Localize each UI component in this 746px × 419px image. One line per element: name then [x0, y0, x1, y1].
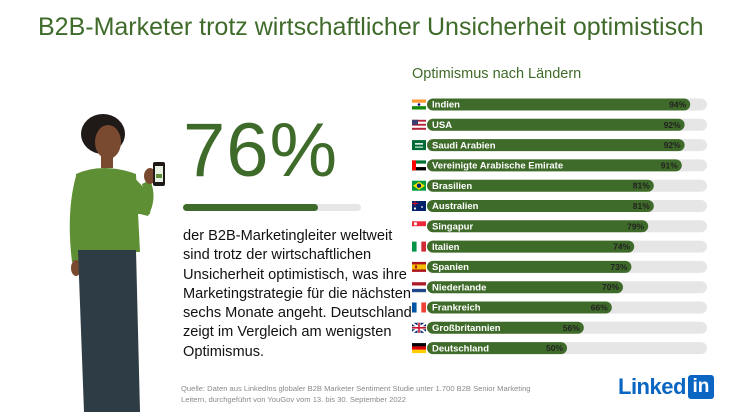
highlight-value: 76% [183, 108, 339, 193]
bar [427, 220, 649, 233]
netherlands-flag-icon [412, 282, 426, 293]
australia-flag-icon [412, 201, 426, 211]
bar [427, 200, 654, 212]
bar [427, 301, 612, 314]
bar-category-label: Frankreich [432, 303, 481, 314]
bar-category-label: Niederlande [432, 282, 486, 293]
bar-value-label: 92% [664, 140, 681, 150]
highlight-progress-track [183, 204, 361, 211]
bar-value-label: 66% [591, 303, 608, 313]
bar-value-label: 92% [664, 120, 681, 130]
usa-flag-icon [412, 119, 426, 130]
bar-category-label: Saudi Arabien [432, 140, 496, 151]
bar-category-label: Singapur [432, 222, 473, 233]
bar-category-label: Deutschland [432, 343, 489, 354]
bar-category-label: Indien [432, 100, 460, 111]
bar-category-label: Italien [432, 242, 460, 253]
bar-category-label: Spanien [432, 262, 469, 273]
bar [427, 281, 623, 294]
brazil-flag-icon [412, 180, 426, 191]
person-illustration [69, 114, 165, 412]
bar-category-label: USA [432, 120, 452, 131]
bar-value-label: 73% [610, 262, 627, 272]
chart-title: Optimismus nach Ländern [412, 66, 582, 82]
bar-value-label: 81% [633, 181, 650, 191]
bar [427, 98, 691, 111]
italy-flag-icon [412, 241, 426, 252]
bar-category-label: Australien [432, 201, 479, 212]
bar-value-label: 79% [627, 221, 644, 231]
source-note: Quelle: Daten aus LinkedIns globaler B2B… [181, 384, 531, 404]
bar-category-label: Brasilien [432, 181, 472, 192]
bar [427, 159, 682, 172]
uk-flag-icon [411, 321, 427, 334]
bar-value-label: 74% [613, 242, 630, 252]
bar [427, 179, 654, 192]
bar-value-label: 91% [661, 160, 678, 170]
bar [427, 321, 584, 334]
logo-in-box: in [687, 375, 714, 399]
spain-flag-icon [412, 261, 426, 272]
bar [427, 118, 685, 131]
bar-value-label: 81% [633, 201, 650, 211]
france-flag-icon [412, 302, 426, 313]
bar-value-label: 50% [546, 343, 563, 353]
highlight-description: der B2B-Marketingleiter weltweit sind tr… [183, 228, 412, 360]
bar [427, 260, 632, 273]
bar-value-label: 56% [563, 323, 580, 333]
bar-category-label: Großbritannien [432, 323, 501, 334]
bar [427, 342, 567, 355]
bar [427, 240, 635, 253]
highlight-progress-fill [183, 204, 319, 211]
singapore-flag-icon [412, 221, 426, 232]
bar [427, 139, 685, 152]
bar-category-label: Vereinigte Arabische Emirate [432, 161, 563, 172]
uae-flag-icon [412, 160, 426, 171]
linkedin-logo: Linked in [618, 374, 714, 400]
bar-value-label: 70% [602, 282, 619, 292]
logo-wordmark: Linked [618, 374, 686, 399]
page-title: B2B-Marketer trotz wirtschaftlicher Unsi… [38, 13, 704, 41]
saudi-arabia-flag-icon [412, 140, 426, 151]
bar-value-label: 94% [669, 100, 686, 110]
india-flag-icon [412, 99, 426, 110]
germany-flag-icon [412, 343, 426, 354]
